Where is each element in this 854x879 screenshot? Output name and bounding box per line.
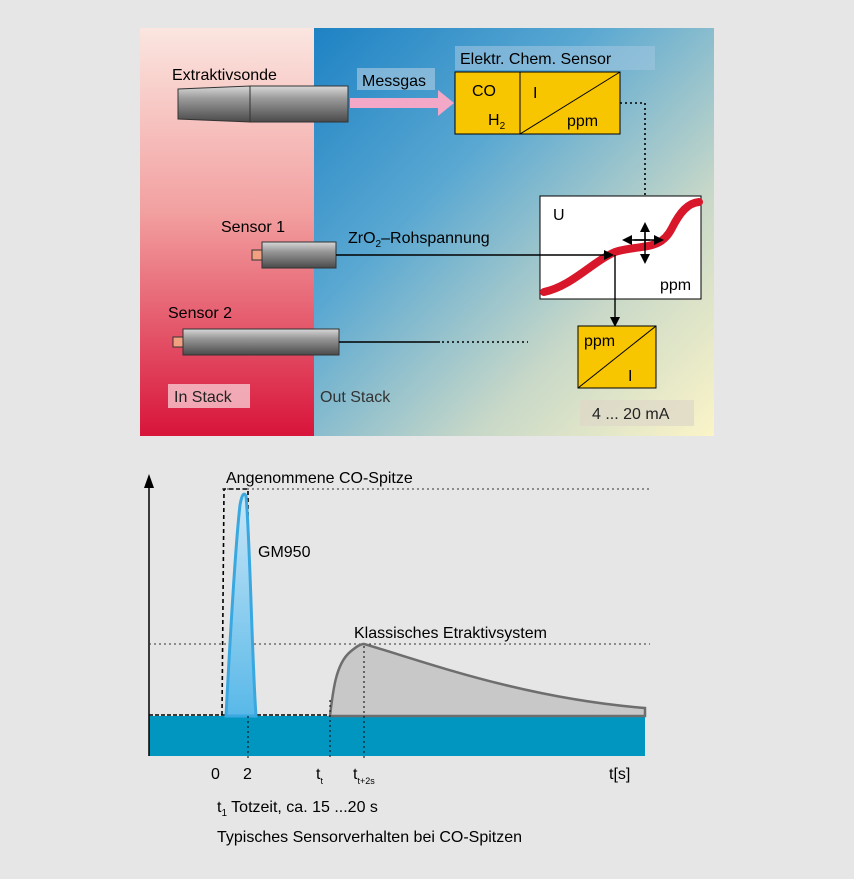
figure-caption: Typisches Sensorverhalten bei CO-Spitzen (217, 829, 522, 846)
converter-i-label: I (628, 368, 632, 385)
in-stack-label: In Stack (174, 389, 233, 406)
calibration-curve-box (539, 195, 703, 300)
sensor2-label: Sensor 2 (168, 305, 232, 322)
peak-label: Angenommene CO-Spitze (226, 470, 413, 487)
deadtime-note: t1 Totzeit, ca. 15 ...20 s (217, 799, 378, 819)
h2-label: H2 (488, 112, 506, 132)
converter-ppm-label: ppm (584, 333, 615, 350)
electrochemical-sensor (454, 71, 621, 135)
in-stack-label-bg (168, 384, 250, 408)
zro2-label: ZrO2–Rohspannung (348, 230, 490, 250)
tick-0-label: 0 (211, 766, 220, 783)
extraction-probe (177, 85, 349, 123)
messgas-arrow (350, 90, 454, 116)
sensor1-probe (251, 241, 337, 269)
classic-label: Klassisches Etraktivsystem (354, 625, 547, 642)
curve-ppm-label: ppm (660, 277, 691, 294)
messgas-label-bg (357, 68, 435, 90)
output-converter (577, 325, 657, 389)
sensor-i-label: I (533, 85, 537, 102)
messgas-label: Messgas (362, 73, 426, 90)
sensor-title-bg (455, 46, 655, 70)
co-label: CO (472, 83, 496, 100)
tick-2-label: 2 (243, 766, 252, 783)
co-peak-chart: Angenommene CO-Spitze GM950 Klassisches … (144, 470, 650, 846)
sensor2-probe (172, 328, 340, 356)
stack-diagram: Extraktivsonde Messgas Elektr. Chem. Sen… (140, 28, 714, 436)
tick-t2-label: tt+2s (353, 766, 375, 786)
output-label-bg (580, 400, 694, 426)
curve-u-label: U (553, 207, 565, 224)
gm950-response (224, 492, 258, 718)
intersection-cross-arrows (622, 222, 664, 264)
output-range-label: 4 ... 20 mA (592, 406, 670, 423)
y-axis-arrowhead (144, 474, 154, 488)
gm950-label: GM950 (258, 544, 311, 561)
tick-t1-label: tt (316, 766, 323, 786)
x-axis-label: t[s] (609, 766, 630, 783)
sensor-ppm-label: ppm (567, 113, 598, 130)
classic-response (328, 642, 647, 718)
baseline-band (149, 716, 645, 756)
assumed-co-peak (221, 488, 249, 716)
sensor1-label: Sensor 1 (221, 219, 285, 236)
out-stack-label: Out Stack (320, 389, 391, 406)
sensor-title: Elektr. Chem. Sensor (460, 51, 612, 68)
probe-label: Extraktivsonde (172, 67, 277, 84)
